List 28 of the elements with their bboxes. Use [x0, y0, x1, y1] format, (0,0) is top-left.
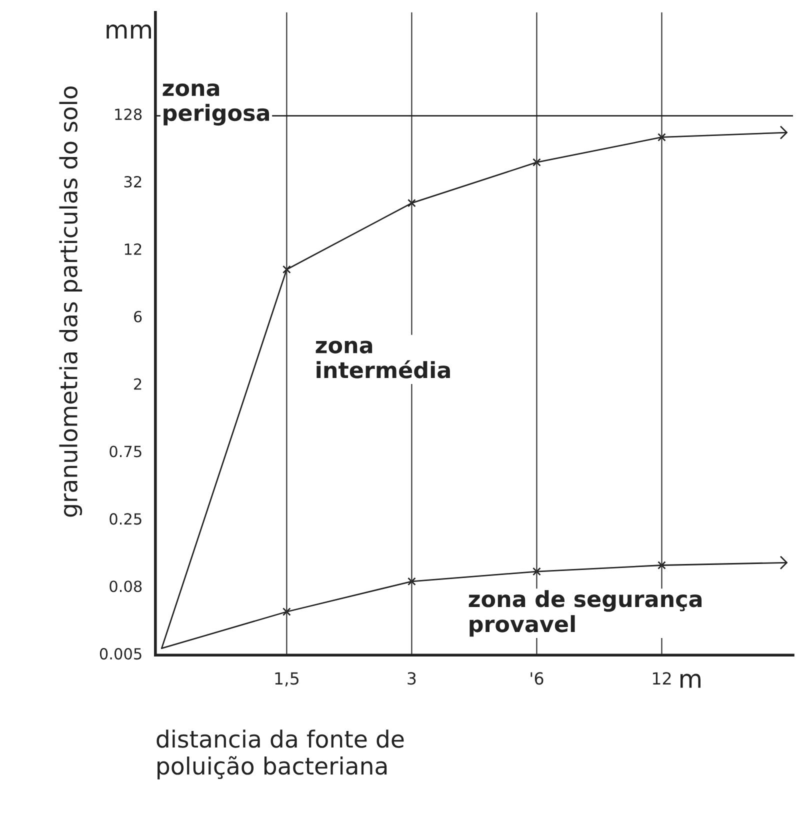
point: [408, 198, 416, 208]
text: zona perigosa: [162, 83, 269, 126]
point: [282, 265, 291, 274]
annotation: zona de segurança provavel: [468, 590, 702, 637]
point: [658, 561, 666, 570]
text: 0.25: [110, 513, 142, 525]
x-axis-title: distancia da fonte de poluição bacteriana: [156, 730, 404, 780]
text: 0.08: [110, 580, 142, 592]
text: 2: [134, 378, 142, 390]
point: [408, 577, 416, 586]
annotation: zona intermédia: [316, 340, 450, 378]
text: m: [680, 674, 700, 688]
text: 128: [115, 108, 142, 120]
point: [658, 133, 666, 142]
text: mm: [106, 24, 151, 39]
point: [532, 567, 541, 576]
text: 12: [124, 243, 142, 255]
x-tick-label: 3: [408, 672, 416, 685]
x-tick-label: '6: [530, 672, 544, 685]
text: 0.75: [110, 446, 142, 458]
point: [532, 158, 541, 166]
y-axis-title: granulometria das particulas do solo: [59, 86, 82, 517]
point: [282, 608, 291, 616]
text: 32: [124, 176, 142, 188]
x-tick-label: 1,5: [275, 672, 298, 686]
text: 0.005: [100, 648, 142, 660]
x-tick-label: 12: [652, 672, 671, 684]
text: 6: [134, 310, 142, 322]
